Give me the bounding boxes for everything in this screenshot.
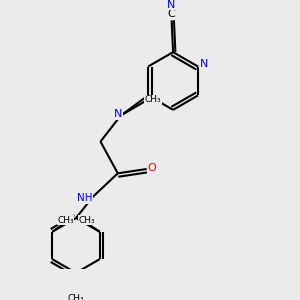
Text: O: O (148, 163, 156, 173)
Text: C: C (167, 9, 175, 19)
Text: NH: NH (77, 193, 92, 203)
Text: CH₃: CH₃ (145, 95, 162, 104)
Text: CH₃: CH₃ (57, 216, 74, 225)
Text: N: N (200, 59, 208, 69)
Text: N: N (114, 109, 123, 119)
Text: N: N (167, 0, 175, 10)
Text: CH₃: CH₃ (68, 294, 84, 300)
Text: CH₃: CH₃ (78, 216, 95, 225)
